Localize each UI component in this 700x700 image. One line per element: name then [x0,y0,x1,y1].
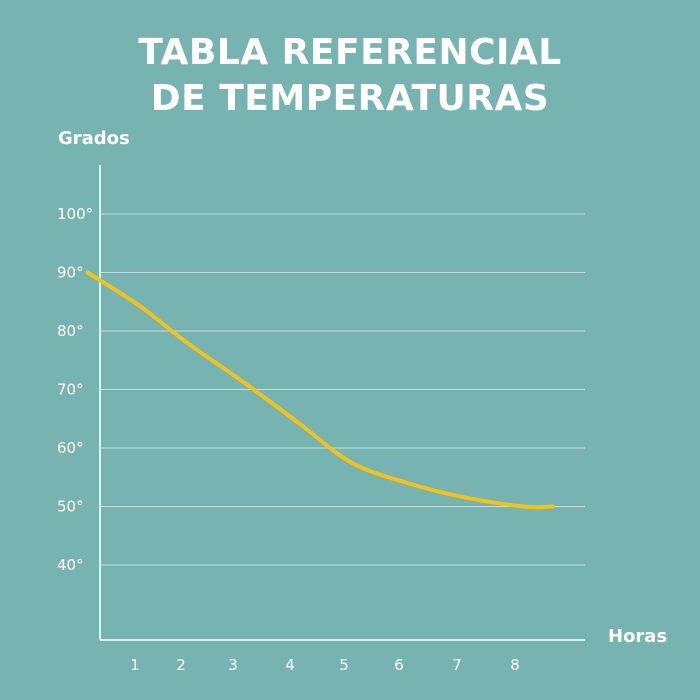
y-tick-label: 90° [57,264,84,282]
x-tick-label: 7 [452,656,462,674]
x-tick-label: 5 [339,656,349,674]
y-tick-label: 100° [57,205,93,223]
y-tick-label: 50° [57,498,84,516]
y-tick-label: 70° [57,381,84,399]
x-tick-label: 3 [228,656,238,674]
y-tick-label: 40° [57,556,84,574]
x-tick-label: 8 [510,656,520,674]
y-tick-label: 60° [57,439,84,457]
y-axis-label: Grados [58,128,130,149]
x-tick-label: 1 [130,656,140,674]
x-tick-label: 4 [285,656,295,674]
x-axis-label: Horas [608,626,668,647]
x-tick-label: 2 [176,656,186,674]
y-tick-label: 80° [57,322,84,340]
temperature-series-line [85,270,555,510]
chart-title-line-2: DE TEMPERATURAS [150,78,550,119]
x-tick-label: 6 [394,656,404,674]
chart-title-line-1: TABLA REFERENCIAL [138,32,562,73]
